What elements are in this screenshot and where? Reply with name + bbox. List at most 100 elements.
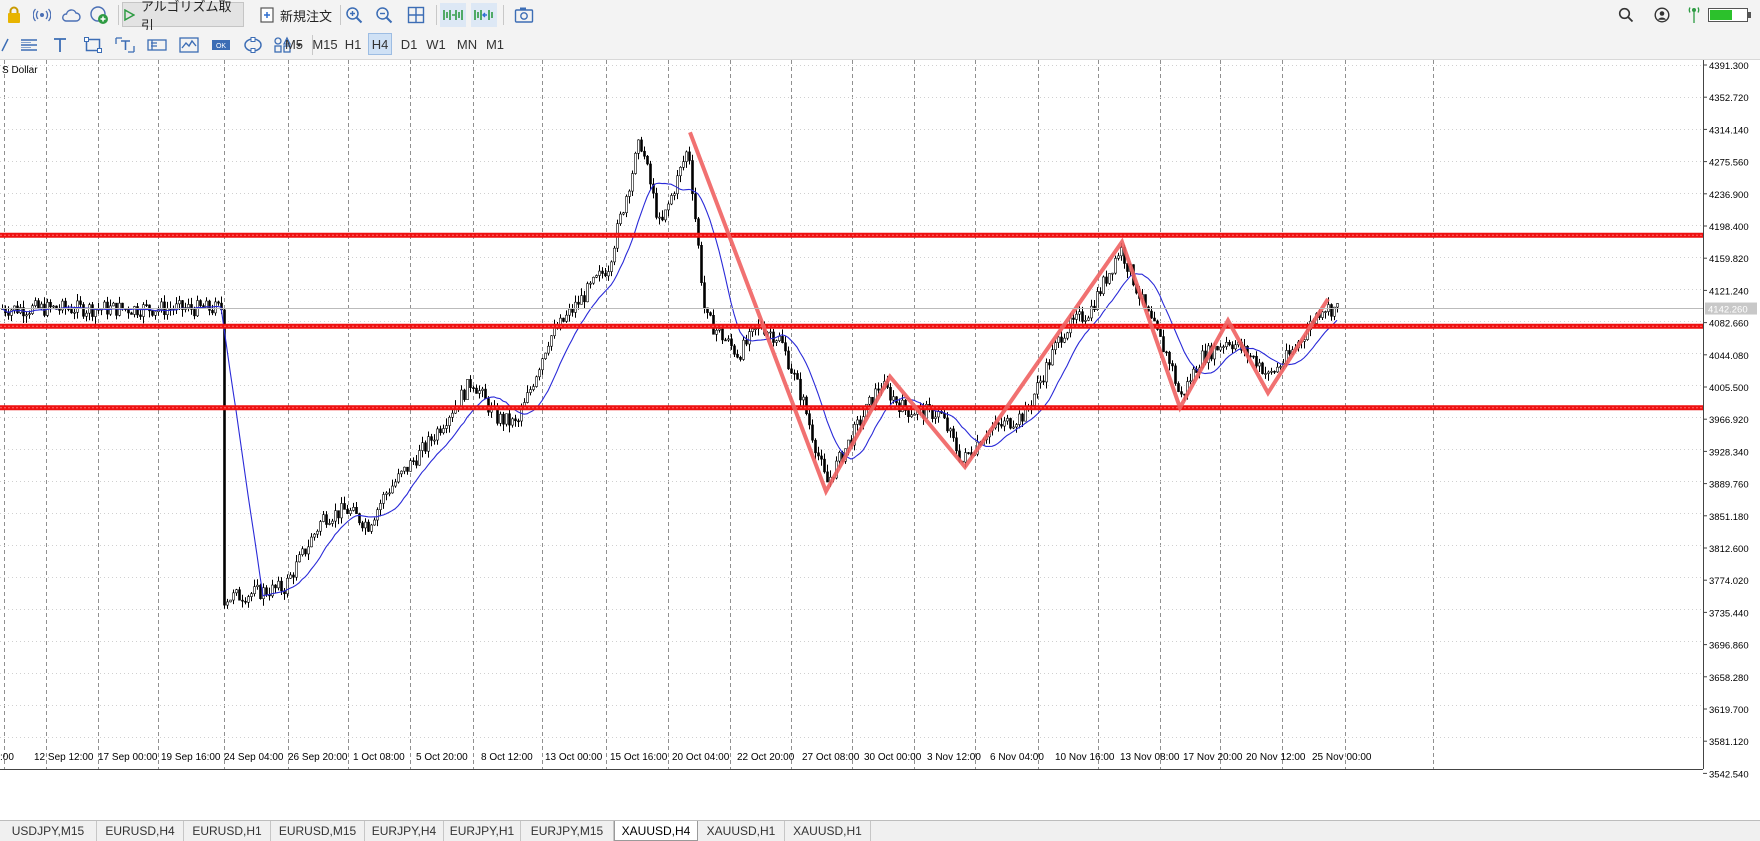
search-icon[interactable] (1616, 5, 1636, 25)
candle-body (1252, 355, 1255, 358)
toolbar-separator (503, 5, 504, 25)
candle-body (187, 304, 190, 308)
zoom-in-icon[interactable] (343, 4, 365, 26)
web-signal-icon[interactable] (88, 4, 110, 26)
candle-body (1006, 418, 1009, 422)
candle-body (586, 283, 589, 303)
candle-body (292, 574, 295, 578)
candle-body (649, 163, 652, 185)
timeframe-m1-button[interactable]: M1 (485, 36, 505, 52)
candle-body (802, 396, 805, 401)
chart-shift-icon[interactable] (440, 3, 466, 27)
connection-icon[interactable] (1684, 5, 1704, 25)
time-tick-label: :00 (0, 752, 14, 763)
ok-button-object-icon[interactable]: OK (209, 35, 233, 55)
candle-body (1168, 351, 1171, 364)
candle-body (772, 331, 775, 343)
candle-body (877, 388, 880, 391)
candle-body (1222, 346, 1225, 348)
text-tool-icon[interactable] (50, 35, 70, 55)
chart-tab[interactable]: USDJPY,M15 (0, 821, 97, 841)
candle-body (1051, 349, 1054, 366)
candle-body (211, 310, 214, 314)
candle-body (301, 548, 304, 555)
price-tick-label: 3889.760 (1709, 480, 1749, 491)
candle-body (1036, 382, 1039, 395)
chart-tab[interactable]: EURJPY,H1 (444, 821, 521, 841)
cursor-line-icon[interactable] (0, 35, 10, 55)
candle-body (613, 247, 616, 263)
price-tick-label: 3542.540 (1709, 769, 1749, 780)
main-toolbar: アルゴリズム取引 新規注文 (0, 0, 1760, 33)
timeframe-m5-button[interactable]: M5 (284, 36, 304, 52)
candle-body (1165, 351, 1168, 354)
timeframe-mn-button[interactable]: MN (456, 36, 478, 52)
timeframe-h4-button[interactable]: H4 (368, 33, 392, 55)
screenshot-icon[interactable] (512, 4, 536, 26)
candle-body (709, 312, 712, 316)
algo-trading-button[interactable]: アルゴリズム取引 (122, 0, 244, 33)
candle-body (697, 218, 700, 246)
new-order-button[interactable]: 新規注文 (250, 4, 342, 26)
chart-tab[interactable]: XAUUSD,H4 (614, 821, 698, 841)
candle-body (1033, 393, 1036, 406)
candle-body (598, 270, 601, 276)
candle-body (661, 216, 664, 221)
time-tick-label: 17 Nov 20:00 (1183, 752, 1243, 763)
candle-body (817, 452, 820, 457)
candle-body (442, 428, 445, 434)
candle-body (277, 580, 280, 589)
chart-tab[interactable]: XAUUSD,H1 (785, 821, 871, 841)
candle-body (631, 173, 634, 192)
candle-body (628, 190, 631, 197)
candle-body (568, 308, 571, 316)
timeframe-h1-button[interactable]: H1 (344, 36, 362, 52)
ma-line (1, 182, 1338, 597)
cloud-icon[interactable] (60, 5, 82, 25)
candle-body (1072, 317, 1075, 320)
account-icon[interactable] (1652, 5, 1672, 25)
algo-trading-label: アルゴリズム取引 (140, 0, 232, 33)
chart-tab[interactable]: EURUSD,H1 (184, 821, 271, 841)
chart-tab[interactable]: EURUSD,M15 (271, 821, 365, 841)
candle-body (280, 580, 283, 592)
candle-body (787, 350, 790, 370)
candle-body (451, 412, 454, 418)
autoscroll-icon[interactable] (471, 3, 497, 27)
rectangle-tool-icon[interactable] (82, 35, 104, 55)
candle-body (103, 301, 106, 310)
candle-body (448, 417, 451, 426)
shapes-dropdown-icon[interactable] (272, 35, 306, 55)
candle-body (667, 203, 670, 211)
candle-body (913, 413, 916, 416)
tile-windows-icon[interactable] (405, 4, 427, 26)
zoom-out-icon[interactable] (373, 4, 395, 26)
price-chart[interactable]: :00 12 Sep 12:00 17 Sep 00:00 19 Sep 16:00 2… (0, 60, 1760, 802)
candle-body (595, 275, 598, 278)
candle-body (421, 442, 424, 451)
candle-body (199, 300, 202, 306)
timeframe-m15-button[interactable]: M15 (312, 36, 338, 52)
chart-tab[interactable]: XAUUSD,H1 (698, 821, 785, 841)
timeframe-d1-button[interactable]: D1 (400, 36, 418, 52)
toolbar-separator (436, 5, 437, 25)
signal-icon[interactable] (32, 5, 52, 25)
lock-icon[interactable] (4, 5, 24, 25)
shapes-tool-icon[interactable] (242, 35, 264, 55)
horizontal-lines-icon[interactable] (18, 35, 40, 55)
text-label-icon[interactable] (114, 35, 136, 55)
candle-body (1258, 362, 1261, 367)
candle-body (484, 388, 487, 399)
time-tick-label: 15 Oct 16:00 (610, 752, 668, 763)
candle-body (673, 193, 676, 196)
chart-tab[interactable]: EURJPY,M15 (521, 821, 614, 841)
candle-body (112, 302, 115, 307)
chart-tab[interactable]: EURJPY,H4 (365, 821, 444, 841)
chart-tab[interactable]: EURUSD,H4 (97, 821, 184, 841)
indicator-chart-icon[interactable] (178, 35, 200, 55)
timeframe-w1-button[interactable]: W1 (426, 36, 446, 52)
candle-body (238, 589, 241, 601)
object-list-icon[interactable] (146, 35, 168, 55)
candle-body (133, 306, 136, 315)
candle-body (889, 387, 892, 401)
